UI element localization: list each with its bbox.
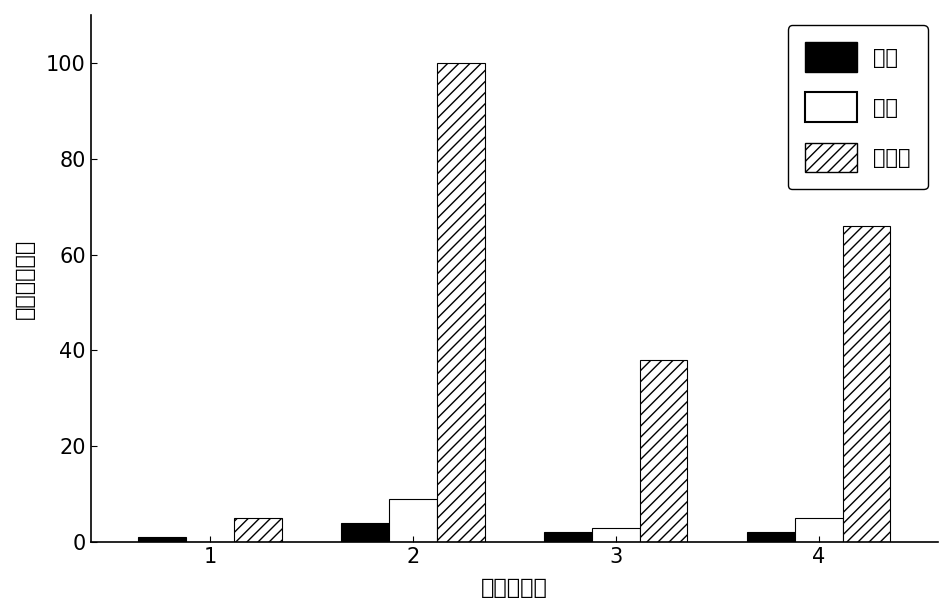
Bar xyxy=(746,533,794,542)
Bar xyxy=(794,518,842,542)
Bar xyxy=(233,518,282,542)
Bar xyxy=(544,533,591,542)
Bar xyxy=(138,537,186,542)
Bar xyxy=(639,360,686,542)
Bar xyxy=(591,528,639,542)
Bar xyxy=(341,523,388,542)
Bar xyxy=(388,499,436,542)
Bar xyxy=(436,63,484,542)
Y-axis label: 相对荧光强度: 相对荧光强度 xyxy=(15,238,35,319)
Bar xyxy=(842,226,889,542)
X-axis label: 荧光衍生物: 荧光衍生物 xyxy=(481,578,547,598)
Legend: 乙腼, 甲苯, 异辛烷: 乙腼, 甲苯, 异辛烷 xyxy=(787,25,926,189)
